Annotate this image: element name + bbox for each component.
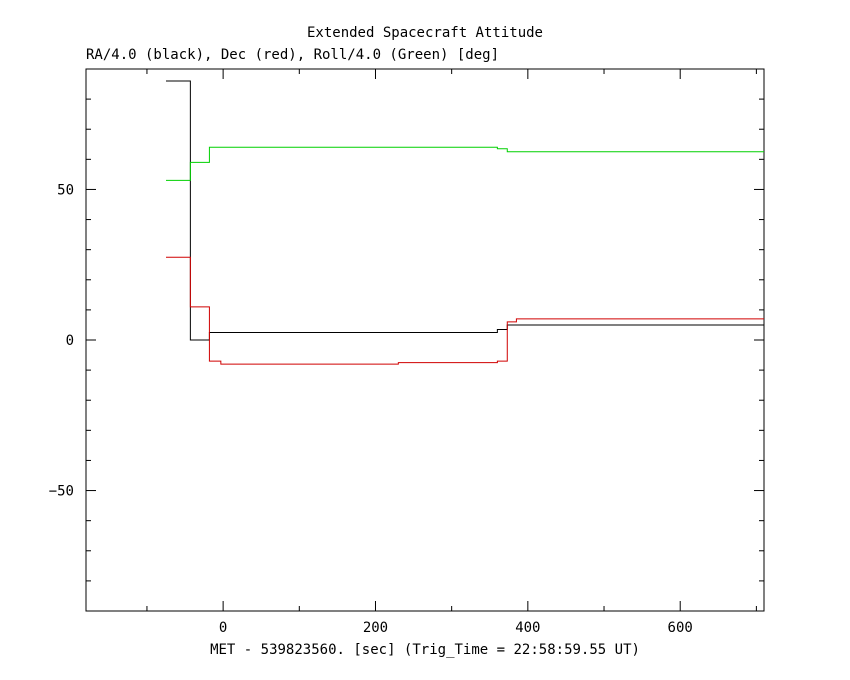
series-line — [165, 146, 764, 181]
axis-ticks — [86, 68, 764, 612]
x-tick-label: 400 — [515, 620, 540, 636]
chart-subtitle: RA/4.0 (black), Dec (red), Roll/4.0 (Gre… — [86, 47, 499, 63]
series-line — [165, 80, 764, 341]
series-lines — [165, 80, 764, 365]
x-axis-label: MET - 539823560. [sec] (Trig_Time = 22:5… — [210, 642, 640, 658]
y-tick-label: 0 — [66, 333, 74, 349]
series-line — [165, 256, 764, 365]
axis-tick-labels: 0 200 400 600 −50 0 50 — [49, 182, 693, 636]
y-tick-label: −50 — [49, 484, 74, 500]
chart-title: Extended Spacecraft Attitude — [307, 25, 543, 41]
x-tick-label: 200 — [363, 620, 388, 636]
plot-frame — [85, 68, 765, 612]
x-tick-label: 0 — [219, 620, 227, 636]
y-tick-label: 50 — [57, 182, 74, 198]
x-tick-label: 600 — [668, 620, 693, 636]
